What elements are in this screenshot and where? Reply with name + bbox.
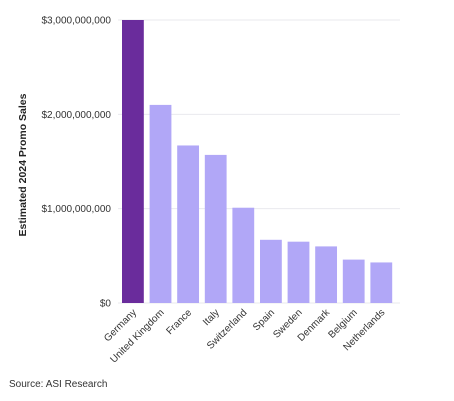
bar-france [177, 145, 200, 303]
y-tick-label: $3,000,000,000 [41, 16, 111, 27]
bar-belgium [342, 259, 365, 303]
y-axis-ticks: $0 $1,000,000,000 $2,000,000,000 $3,000,000… [41, 16, 111, 310]
bar-italy [204, 154, 227, 303]
x-tick-label: Italy [201, 307, 222, 328]
source-note: Source: ASI Research [9, 379, 108, 390]
bar-denmark [315, 246, 338, 303]
bars [122, 20, 393, 304]
bar-switzerland [232, 207, 255, 303]
y-tick-label: $2,000,000,000 [41, 110, 111, 121]
x-tick-label: Spain [251, 307, 277, 333]
y-tick-label: $1,000,000,000 [41, 204, 111, 215]
x-tick-label: France [164, 307, 194, 337]
y-axis-label: Estimated 2024 Promo Sales [17, 93, 29, 236]
bar-germany [122, 20, 144, 303]
bar-netherlands [370, 262, 393, 303]
bar-united-kingdom [149, 104, 172, 304]
y-tick-label: $0 [100, 299, 112, 310]
bar-sweden [287, 241, 310, 303]
bar-spain [260, 239, 282, 303]
